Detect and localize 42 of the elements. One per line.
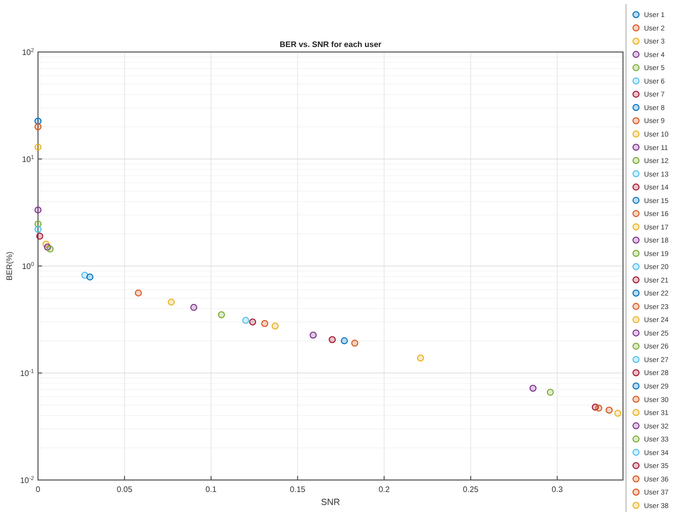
y-tick-label: 10$^{2}$ xyxy=(22,48,34,57)
x-tick-label: 0.25 xyxy=(462,485,480,494)
point xyxy=(218,311,225,318)
point xyxy=(242,316,250,324)
chart-title: BER vs. SNR for each user xyxy=(280,40,382,49)
point xyxy=(190,304,198,311)
x-tick-label: 0.05 xyxy=(116,485,133,494)
point xyxy=(310,332,317,339)
point xyxy=(272,322,279,330)
point xyxy=(546,388,554,396)
point xyxy=(36,232,44,240)
point xyxy=(46,246,54,253)
point xyxy=(606,406,613,414)
y-tick-label: 10$^{-2}$ xyxy=(20,476,34,485)
point xyxy=(595,404,602,412)
x-axis-title: SNR xyxy=(320,497,340,507)
x-tick-label: 0.15 xyxy=(290,485,306,494)
point xyxy=(340,337,348,344)
point xyxy=(614,410,622,417)
y-tick-label: 10$^{1}$ xyxy=(22,155,34,164)
point xyxy=(34,118,42,125)
point xyxy=(34,123,42,130)
point xyxy=(249,318,256,326)
y-tick-label: 10$^{-1}$ xyxy=(20,369,34,378)
point xyxy=(328,336,336,344)
x-tick-label: 0.3 xyxy=(552,485,564,494)
x-tick-label: 0 xyxy=(36,485,41,494)
point xyxy=(134,289,142,296)
point xyxy=(351,340,358,347)
point xyxy=(34,226,42,233)
point xyxy=(417,354,424,362)
point xyxy=(34,220,42,228)
point xyxy=(86,273,94,280)
x-tick-label: 0.2 xyxy=(378,485,390,494)
point xyxy=(34,144,42,151)
x-tick-label: 0.1 xyxy=(206,485,218,494)
point xyxy=(168,298,175,306)
point xyxy=(530,384,536,392)
point xyxy=(261,320,268,328)
y-axis-title: BER(%) xyxy=(5,251,14,280)
point xyxy=(34,206,42,214)
y-tick-label: 10$^{0}$ xyxy=(22,262,34,271)
